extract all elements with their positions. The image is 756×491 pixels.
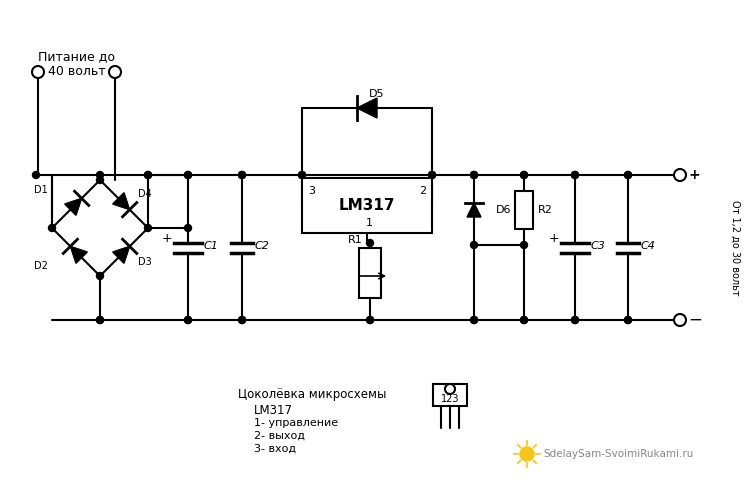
Circle shape	[470, 317, 478, 324]
Circle shape	[184, 171, 191, 179]
Circle shape	[238, 171, 246, 179]
Circle shape	[624, 171, 631, 179]
Text: R2: R2	[538, 205, 553, 215]
Circle shape	[470, 317, 478, 324]
Text: Питание до
40 вольт: Питание до 40 вольт	[38, 50, 115, 78]
Text: D1: D1	[34, 185, 48, 195]
Text: +: +	[161, 232, 172, 245]
Text: 1- управление: 1- управление	[254, 418, 338, 428]
Bar	[359, 248, 381, 298]
Circle shape	[520, 242, 528, 248]
Circle shape	[144, 171, 151, 179]
Text: +: +	[548, 232, 559, 245]
Circle shape	[674, 169, 686, 181]
Circle shape	[624, 317, 631, 324]
Circle shape	[32, 66, 44, 78]
Circle shape	[470, 242, 478, 248]
Circle shape	[367, 240, 373, 246]
Text: 1: 1	[365, 218, 373, 228]
Bar	[302, 178, 432, 233]
Circle shape	[238, 317, 246, 324]
Circle shape	[299, 171, 305, 179]
Circle shape	[109, 66, 121, 78]
Text: C3: C3	[591, 241, 606, 250]
Polygon shape	[113, 192, 130, 210]
Text: D4: D4	[138, 189, 152, 199]
Text: D3: D3	[138, 257, 152, 267]
Bar	[515, 191, 533, 229]
Circle shape	[520, 317, 528, 324]
Circle shape	[184, 171, 191, 179]
Text: C4: C4	[641, 241, 656, 250]
Circle shape	[624, 317, 631, 324]
Circle shape	[33, 171, 39, 179]
Circle shape	[97, 176, 104, 184]
Text: LM317: LM317	[339, 198, 395, 213]
Text: −: −	[688, 311, 702, 329]
Circle shape	[238, 317, 246, 324]
Circle shape	[184, 317, 191, 324]
Text: +: +	[688, 168, 699, 182]
Text: 2- выход: 2- выход	[254, 431, 305, 441]
Circle shape	[429, 171, 435, 179]
Circle shape	[572, 171, 578, 179]
Polygon shape	[113, 246, 130, 263]
Circle shape	[470, 171, 478, 179]
Circle shape	[97, 171, 104, 179]
Circle shape	[97, 317, 104, 324]
Circle shape	[520, 171, 528, 179]
Circle shape	[299, 171, 305, 179]
Text: D5: D5	[369, 89, 385, 99]
Polygon shape	[65, 198, 82, 216]
Text: 3: 3	[308, 186, 315, 196]
Text: SdelaySam-SvoimiRukami.ru: SdelaySam-SvoimiRukami.ru	[543, 449, 693, 459]
Text: R1: R1	[348, 235, 362, 245]
Circle shape	[367, 317, 373, 324]
Circle shape	[48, 224, 55, 231]
Text: 2: 2	[419, 186, 426, 196]
Circle shape	[470, 171, 478, 179]
Circle shape	[144, 224, 151, 231]
Circle shape	[572, 317, 578, 324]
Circle shape	[238, 171, 246, 179]
Circle shape	[97, 273, 104, 279]
Text: D6: D6	[496, 205, 512, 215]
Circle shape	[572, 317, 578, 324]
Circle shape	[572, 171, 578, 179]
Circle shape	[144, 171, 151, 179]
Circle shape	[184, 224, 191, 231]
Circle shape	[674, 314, 686, 326]
Text: Цоколёвка микросхемы: Цоколёвка микросхемы	[238, 388, 386, 401]
Circle shape	[97, 317, 104, 324]
Text: 3- вход: 3- вход	[254, 444, 296, 454]
Text: 123: 123	[441, 394, 459, 404]
Text: D2: D2	[34, 261, 48, 271]
Circle shape	[367, 317, 373, 324]
Circle shape	[184, 317, 191, 324]
Circle shape	[624, 171, 631, 179]
Circle shape	[445, 384, 455, 394]
Polygon shape	[70, 246, 87, 263]
Polygon shape	[357, 98, 377, 118]
Circle shape	[520, 171, 528, 179]
Text: От 1,2 до 30 вольт: От 1,2 до 30 вольт	[730, 200, 740, 295]
Text: LM317: LM317	[254, 404, 293, 417]
Text: C1: C1	[204, 241, 219, 250]
Text: C2: C2	[255, 241, 270, 250]
Bar	[433, 384, 467, 406]
Polygon shape	[467, 203, 481, 217]
Circle shape	[520, 447, 534, 461]
Circle shape	[429, 171, 435, 179]
Circle shape	[520, 317, 528, 324]
